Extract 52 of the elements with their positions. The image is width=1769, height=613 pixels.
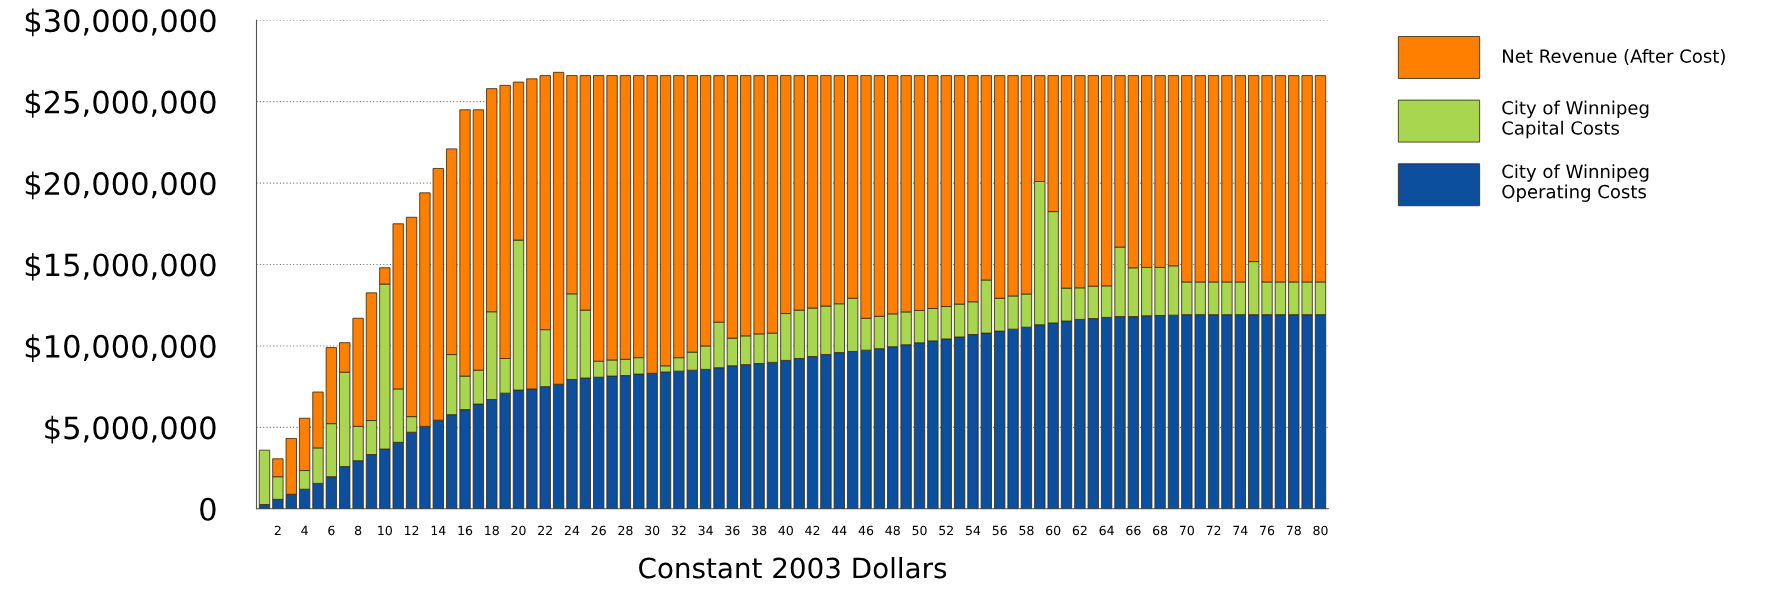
bar	[258, 449, 271, 505]
legend-label: City of Winnipeg Capital Costs	[1502, 100, 1649, 139]
x-tick-label: 78	[1286, 525, 1301, 536]
x-tick-label: 44	[831, 525, 847, 535]
x-tick-label: 10	[378, 525, 392, 536]
y-tick-label: $10,000,000	[25, 334, 216, 363]
x-tick-label: 72	[1206, 525, 1221, 535]
x-tick-label: 2	[274, 525, 281, 535]
x-tick-label: 54	[965, 525, 981, 536]
y-tick-label: $30,000,000	[25, 8, 216, 37]
x-tick-label: 30	[645, 525, 660, 536]
x-tick-label: 42	[805, 525, 820, 535]
y-tick-label: $20,000,000	[25, 171, 216, 200]
x-tick-label: 18	[485, 525, 499, 536]
x-tick-label: 58	[1019, 525, 1034, 536]
x-tick-label: 40	[778, 525, 793, 536]
x-tick-label: 52	[939, 525, 953, 536]
x-tick-label: 60	[1046, 525, 1061, 536]
x-tick-label: 12	[404, 525, 419, 535]
x-tick-label: 50	[912, 525, 927, 536]
x-tick-label: 14	[431, 525, 446, 535]
x-tick-label: 24	[564, 525, 580, 535]
x-tick-label: 62	[1072, 525, 1087, 536]
legend-label: Net Revenue (After Cost)	[1503, 48, 1725, 66]
x-tick-label: 66	[1126, 525, 1141, 536]
x-tick-label: 64	[1099, 525, 1114, 536]
y-tick-label: $5,000,000	[45, 415, 216, 444]
x-tick-label: 36	[725, 525, 740, 536]
x-tick-label: 22	[538, 525, 552, 535]
x-tick-label: 6	[328, 525, 335, 536]
x-tick-label: 38	[752, 525, 767, 536]
x-tick-label: 28	[618, 525, 633, 536]
x-tick-label: 20	[511, 525, 526, 536]
x-tick-label: 16	[458, 525, 473, 536]
x-tick-label: 8	[354, 525, 362, 536]
x-tick-label: 76	[1260, 525, 1275, 536]
x-axis-title: Constant 2003 Dollars	[639, 557, 947, 579]
y-tick-label: 0	[200, 497, 216, 521]
x-tick-label: 46	[858, 525, 874, 536]
x-tick-label: 74	[1233, 525, 1248, 535]
y-tick-label: $25,000,000	[25, 90, 216, 118]
legend-label: City of Winnipeg Operating Costs	[1502, 164, 1649, 202]
x-tick-label: 48	[885, 525, 900, 536]
x-tick-label: 34	[698, 525, 713, 536]
x-tick-label: 68	[1153, 525, 1168, 536]
x-tick-label: 80	[1313, 525, 1328, 536]
x-tick-label: 70	[1179, 525, 1194, 536]
x-tick-label: 4	[301, 525, 308, 535]
x-tick-label: 56	[992, 525, 1007, 536]
y-tick-label: $15,000,000	[25, 252, 216, 281]
x-tick-label: 26	[591, 525, 606, 536]
x-tick-label: 32	[671, 525, 686, 536]
